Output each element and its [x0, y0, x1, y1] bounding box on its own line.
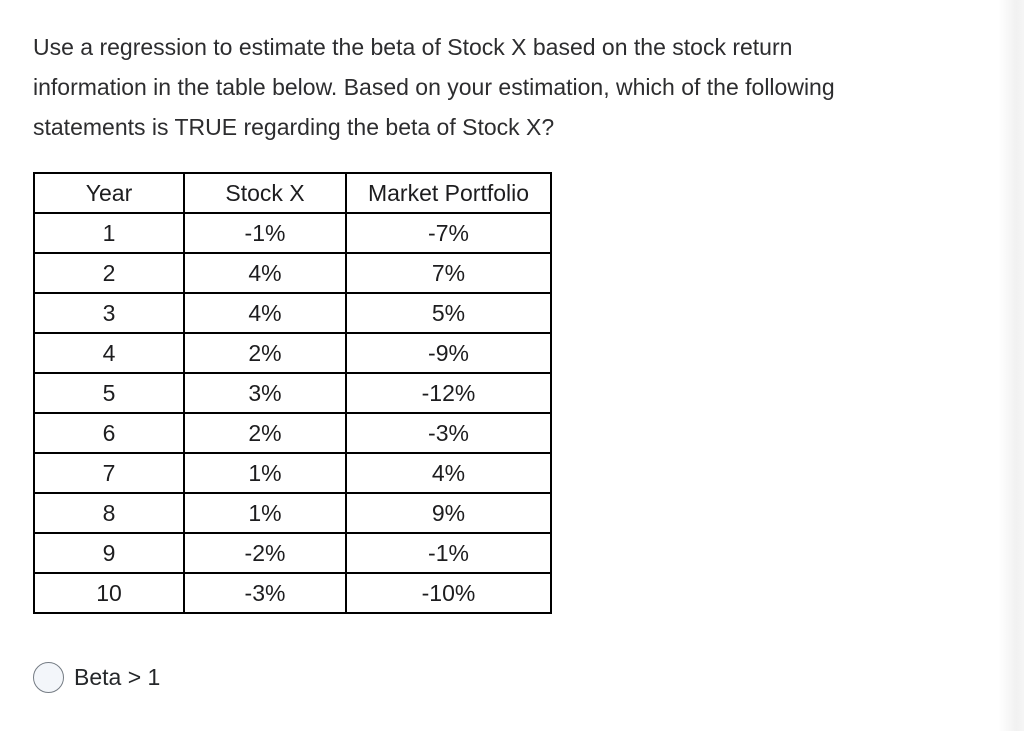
table-cell-market-portfolio: -3%	[345, 412, 552, 454]
table-cell-year: 10	[33, 572, 185, 614]
table-header-row: Year Stock X Market Portfolio	[33, 172, 552, 214]
radio-button[interactable]	[33, 662, 64, 693]
table-cell-stock-x: 1%	[183, 492, 347, 534]
table-cell-market-portfolio: 4%	[345, 452, 552, 494]
table-header-market-portfolio: Market Portfolio	[345, 172, 552, 214]
table-cell-stock-x: 3%	[183, 372, 347, 414]
table-cell-market-portfolio: -12%	[345, 372, 552, 414]
answer-option-beta-gt-1[interactable]: Beta > 1	[33, 662, 160, 693]
table-row: 6 2% -3%	[33, 412, 552, 454]
table-cell-stock-x: -2%	[183, 532, 347, 574]
table-cell-year: 4	[33, 332, 185, 374]
table-cell-year: 5	[33, 372, 185, 414]
table-row: 9 -2% -1%	[33, 532, 552, 574]
table-cell-year: 9	[33, 532, 185, 574]
table-cell-stock-x: -1%	[183, 212, 347, 254]
table-cell-market-portfolio: 9%	[345, 492, 552, 534]
table-cell-year: 8	[33, 492, 185, 534]
table-row: 1 -1% -7%	[33, 212, 552, 254]
table-cell-stock-x: -3%	[183, 572, 347, 614]
question-line: Use a regression to estimate the beta of…	[33, 34, 793, 60]
table-row: 8 1% 9%	[33, 492, 552, 534]
table-cell-year: 6	[33, 412, 185, 454]
returns-table: Year Stock X Market Portfolio 1 -1% -7% …	[33, 172, 552, 614]
table-cell-stock-x: 2%	[183, 332, 347, 374]
table-row: 4 2% -9%	[33, 332, 552, 374]
table-cell-year: 1	[33, 212, 185, 254]
table-cell-year: 7	[33, 452, 185, 494]
table-cell-market-portfolio: 7%	[345, 252, 552, 294]
table-row: 10 -3% -10%	[33, 572, 552, 614]
table-cell-stock-x: 4%	[183, 292, 347, 334]
option-label: Beta > 1	[74, 664, 161, 690]
table-cell-market-portfolio: -10%	[345, 572, 552, 614]
table-row: 7 1% 4%	[33, 452, 552, 494]
table-cell-year: 2	[33, 252, 185, 294]
table-cell-year: 3	[33, 292, 185, 334]
table-cell-stock-x: 4%	[183, 252, 347, 294]
table-cell-stock-x: 1%	[183, 452, 347, 494]
table-cell-stock-x: 2%	[183, 412, 347, 454]
table-row: 3 4% 5%	[33, 292, 552, 334]
table-cell-market-portfolio: -9%	[345, 332, 552, 374]
question-line: information in the table below. Based on…	[33, 74, 835, 100]
table-cell-market-portfolio: -1%	[345, 532, 552, 574]
question-text: Use a regression to estimate the beta of…	[33, 27, 1024, 147]
question-line: statements is TRUE regarding the beta of…	[33, 114, 555, 140]
table-row: 2 4% 7%	[33, 252, 552, 294]
table-cell-market-portfolio: 5%	[345, 292, 552, 334]
table-row: 5 3% -12%	[33, 372, 552, 414]
table-header-year: Year	[33, 172, 185, 214]
table-header-stock-x: Stock X	[183, 172, 347, 214]
table-cell-market-portfolio: -7%	[345, 212, 552, 254]
